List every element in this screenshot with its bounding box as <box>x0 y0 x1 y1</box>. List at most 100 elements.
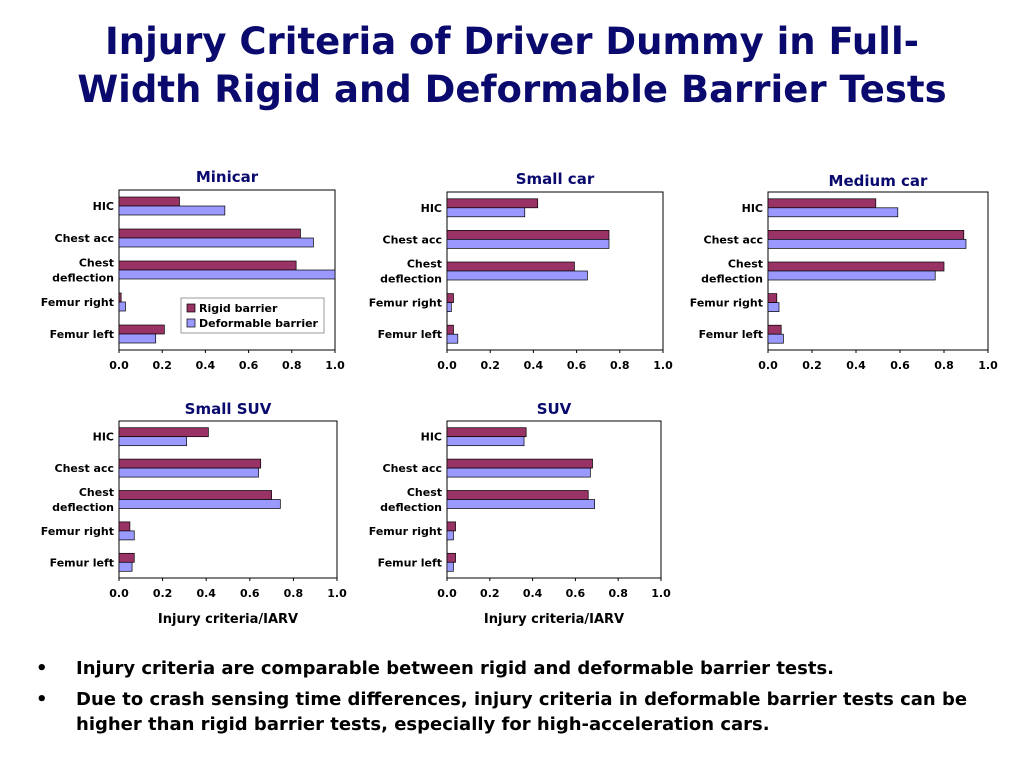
bullet-marker: • <box>36 658 48 679</box>
chart-title: Small SUV <box>185 400 272 418</box>
bar-deformable <box>446 302 452 312</box>
x-tick-label: 0.2 <box>480 359 500 372</box>
category-label: Chest deflection <box>380 258 442 286</box>
x-tick-label: 0.4 <box>524 359 544 372</box>
category-label: HIC <box>93 200 114 213</box>
slide-title-line-1: Injury Criteria of Driver Dummy in Full- <box>105 20 919 63</box>
category-label: Chest acc <box>55 232 114 245</box>
chart-minicar: Minicar HIC Chest acc Chest deflection Femur … <box>41 168 345 372</box>
category-label: Femur right <box>690 297 763 310</box>
category-label: HIC <box>742 202 763 215</box>
bar-rigid <box>118 292 122 303</box>
chart-small-car: Small car HIC Chest acc Chest deflection Femu… <box>369 170 673 372</box>
x-tick-label: 0.0 <box>109 587 129 600</box>
category-label: Chest deflection <box>52 257 114 285</box>
bar-rigid <box>118 427 209 438</box>
x-tick-label: 0.6 <box>240 587 260 600</box>
legend-swatch <box>186 303 196 313</box>
bar-rigid <box>446 230 610 240</box>
category-label: Chest acc <box>704 233 763 246</box>
bar-deformable <box>767 333 784 344</box>
bullet-item: • Due to crash sensing time differences,… <box>30 687 1005 737</box>
bar-rigid <box>118 552 135 563</box>
category-label: Femur left <box>378 556 442 569</box>
bar-deformable <box>118 333 157 344</box>
x-tick-label: 0.8 <box>610 359 630 372</box>
chart-title: Medium car <box>829 172 929 190</box>
bar-deformable <box>446 467 591 478</box>
bullet-marker: • <box>36 689 48 710</box>
legend: Rigid barrier Deformable barrier <box>180 297 325 334</box>
category-label: Chest acc <box>383 462 442 475</box>
category-label: HIC <box>421 202 442 215</box>
x-tick-label: 0.6 <box>239 359 259 372</box>
bullet-item: • Injury criteria are comparable between… <box>30 656 1005 681</box>
x-tick-label: 0.6 <box>567 359 587 372</box>
bar-deformable <box>118 301 126 312</box>
x-tick-label: 1.0 <box>653 359 673 372</box>
x-tick-label: 0.4 <box>846 359 866 372</box>
bar-rigid <box>446 458 593 469</box>
x-tick-label: 0.2 <box>153 587 173 600</box>
bar-rigid <box>446 521 456 532</box>
category-label: Femur left <box>50 556 114 569</box>
x-tick-label: 1.0 <box>325 359 345 372</box>
bar-deformable <box>446 530 454 541</box>
x-tick-label: 0.4 <box>523 587 543 600</box>
bar-deformable <box>446 499 596 509</box>
category-label: HIC <box>421 431 442 444</box>
bar-rigid <box>118 490 272 500</box>
category-label: Chest deflection <box>380 486 442 514</box>
x-tick-label: 0.2 <box>152 359 172 372</box>
bar-deformable <box>767 270 936 281</box>
bar-deformable <box>446 270 588 281</box>
category-label: Chest acc <box>383 233 442 246</box>
bar-rigid <box>446 261 575 272</box>
x-tick-label: 0.2 <box>480 587 500 600</box>
chart-suv: SUV HIC Chest acc Chest deflection Femur righ… <box>369 400 671 627</box>
legend-swatch <box>186 318 196 328</box>
bar-deformable <box>446 207 526 218</box>
bar-deformable <box>118 530 135 541</box>
slide-title: Injury Criteria of Driver Dummy in Full-… <box>0 18 1024 114</box>
category-label: Femur left <box>50 328 114 341</box>
bar-rigid <box>767 324 782 335</box>
bar-deformable <box>118 436 187 447</box>
chart-medium-car: Medium car HIC Chest acc Chest deflection Fem… <box>690 172 998 372</box>
x-tick-label: 0.0 <box>437 359 457 372</box>
bar-rigid <box>767 230 965 240</box>
bar-deformable <box>767 302 780 312</box>
category-label: Femur left <box>378 328 442 341</box>
x-tick-label: 0.6 <box>566 587 586 600</box>
category-label: Femur right <box>369 297 442 310</box>
bullet-text: Injury criteria are comparable between r… <box>76 658 835 679</box>
x-axis-label: Injury criteria/IARV <box>158 612 298 627</box>
bullet-list: • Injury criteria are comparable between… <box>30 656 1005 743</box>
x-tick-label: 0.0 <box>109 359 129 372</box>
category-label: Femur right <box>41 525 114 538</box>
x-tick-label: 0.8 <box>284 587 304 600</box>
bar-deformable <box>446 239 610 249</box>
x-tick-label: 0.2 <box>802 359 822 372</box>
category-label: Femur right <box>369 525 442 538</box>
bar-rigid <box>767 198 877 209</box>
category-label: Femur left <box>699 328 763 341</box>
bar-rigid <box>446 324 454 335</box>
legend-label: Rigid barrier <box>199 302 278 315</box>
bar-deformable <box>118 205 226 216</box>
x-tick-label: 1.0 <box>651 587 671 600</box>
x-tick-label: 1.0 <box>978 359 998 372</box>
x-tick-label: 0.4 <box>196 587 216 600</box>
bar-deformable <box>767 207 899 218</box>
bar-rigid <box>118 521 131 532</box>
bar-deformable <box>446 561 454 572</box>
x-tick-label: 0.6 <box>890 359 910 372</box>
bar-deformable <box>118 269 336 280</box>
bar-deformable <box>118 561 133 572</box>
bar-rigid <box>118 324 165 335</box>
category-label: Femur right <box>41 296 114 309</box>
bar-deformable <box>446 436 525 447</box>
slide-title-line-2: Width Rigid and Deformable Barrier Tests <box>77 68 947 111</box>
legend-label: Deformable barrier <box>199 317 319 330</box>
chart-title: Small car <box>516 170 595 188</box>
